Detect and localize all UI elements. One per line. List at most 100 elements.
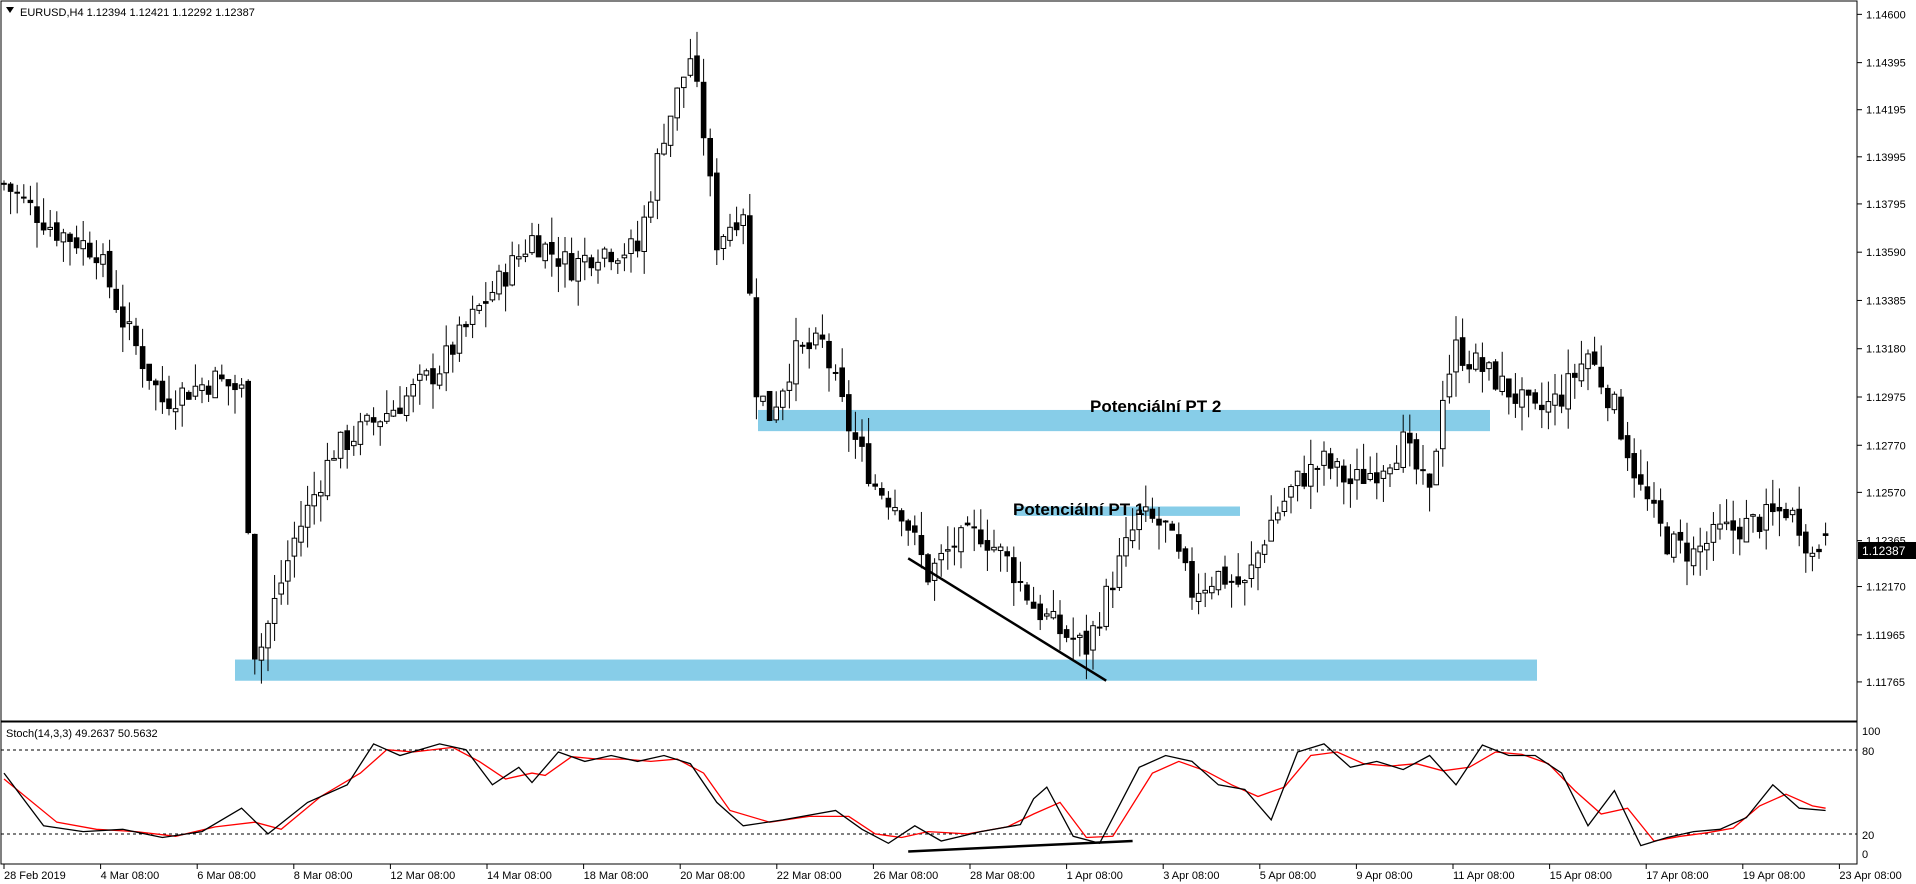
candle-body [278, 582, 284, 595]
candle-body [826, 340, 832, 369]
candle-body [14, 191, 20, 194]
price-tick-label: 1.13385 [1866, 295, 1906, 307]
candle-body [1182, 548, 1189, 564]
candle-body [1281, 500, 1288, 512]
time-tick-label: 22 Mar 08:00 [777, 870, 842, 882]
candle-body [529, 235, 535, 254]
stoch-label-20: 20 [1862, 830, 1874, 842]
stoch-panel[interactable]: Stoch(14,3,3) 49.2637 50.5632 100 80 20 … [0, 721, 1880, 865]
time-tick-label: 18 Mar 08:00 [584, 870, 649, 882]
candle-body [648, 201, 654, 218]
candle-body [1756, 516, 1763, 533]
support-resistance-zone[interactable] [235, 659, 1537, 681]
candle-body [1822, 533, 1829, 536]
candle-body [1611, 393, 1618, 411]
candle-body [865, 443, 872, 484]
candle-body [1743, 517, 1750, 543]
candle-body [931, 562, 938, 581]
candle-body [1809, 552, 1816, 557]
candle-body [1096, 626, 1103, 629]
candle-body [120, 306, 126, 328]
price-panel-frame [0, 0, 1858, 722]
price-tick-label: 1.11965 [1866, 630, 1905, 642]
time-tick-label: 14 Mar 08:00 [487, 870, 552, 882]
candle-body [1407, 432, 1413, 444]
trendline-stoch[interactable] [908, 839, 1133, 853]
candle-body [832, 371, 839, 374]
candle-body [1525, 389, 1532, 396]
candle-body [106, 250, 113, 288]
candle-body [1215, 570, 1222, 591]
candle-body [780, 390, 786, 408]
candle-body [978, 529, 984, 545]
current-price-tag: 1.12387 [1858, 542, 1916, 559]
candle-body [1228, 580, 1235, 583]
candle-body [1539, 404, 1545, 411]
candle-body [1512, 393, 1519, 404]
candle-body [634, 240, 641, 252]
candle-body [219, 374, 225, 380]
candle-body [674, 87, 681, 119]
candle-body [1268, 519, 1275, 542]
candle-body [1433, 450, 1440, 486]
candle-body [1644, 486, 1651, 500]
candles-layer [1, 31, 1829, 684]
symbol-dropdown-icon[interactable] [6, 7, 14, 13]
candle-body [588, 257, 595, 269]
candle-body [1690, 548, 1697, 567]
candle-body [516, 256, 522, 260]
candle-body [1763, 504, 1770, 531]
candle-body [872, 483, 879, 487]
candle-body [450, 344, 456, 355]
candle-body [364, 414, 370, 422]
current-price-value: 1.12387 [1862, 544, 1906, 558]
candle-body [377, 421, 383, 428]
price-tick-label: 1.13590 [1866, 247, 1906, 259]
candle-body [1314, 467, 1321, 470]
candle-body [252, 533, 258, 660]
candle-body [1143, 506, 1149, 512]
time-tick-label: 15 Apr 08:00 [1550, 870, 1612, 882]
candle-body [7, 183, 14, 192]
candle-body [1275, 512, 1281, 521]
candle-body [1255, 552, 1261, 569]
candle-body [351, 440, 357, 447]
candle-body [1136, 509, 1143, 531]
candle-body [549, 241, 555, 255]
candle-body [139, 346, 146, 370]
candle-body [1110, 587, 1116, 591]
candle-body [568, 253, 575, 281]
candle-body [700, 81, 707, 139]
candle-body [265, 622, 271, 649]
support-resistance-zone[interactable] [1015, 506, 1240, 516]
candle-body [423, 370, 430, 376]
candle-body [885, 497, 892, 508]
support-resistance-zone[interactable] [758, 409, 1490, 432]
candle-body [1242, 580, 1248, 584]
candle-body [1704, 542, 1710, 551]
candle-body [456, 324, 463, 354]
candle-body [34, 206, 40, 223]
price-tick-label: 1.12975 [1866, 392, 1906, 404]
candle-body [357, 421, 364, 445]
candle-body [100, 254, 106, 265]
candle-body [839, 367, 846, 398]
price-panel[interactable]: Potenciální PT 2 Potenciální PT 1 EURUSD… [0, 0, 1916, 722]
candle-body [971, 526, 978, 529]
candle-body [1360, 468, 1367, 484]
candle-body [40, 222, 47, 231]
candle-body [542, 243, 549, 262]
candle-body [852, 432, 859, 440]
candle-body [806, 342, 813, 350]
candle-body [304, 504, 311, 528]
candle-body [166, 398, 172, 409]
candle-body [1657, 500, 1664, 524]
trendline-price[interactable] [907, 557, 1107, 682]
stoch-label-100: 100 [1862, 726, 1880, 738]
candle-body [225, 379, 232, 387]
candle-body [1605, 387, 1611, 409]
time-tick-label: 26 Mar 08:00 [873, 870, 938, 882]
candle-body [1446, 373, 1453, 398]
candle-body [146, 363, 152, 381]
